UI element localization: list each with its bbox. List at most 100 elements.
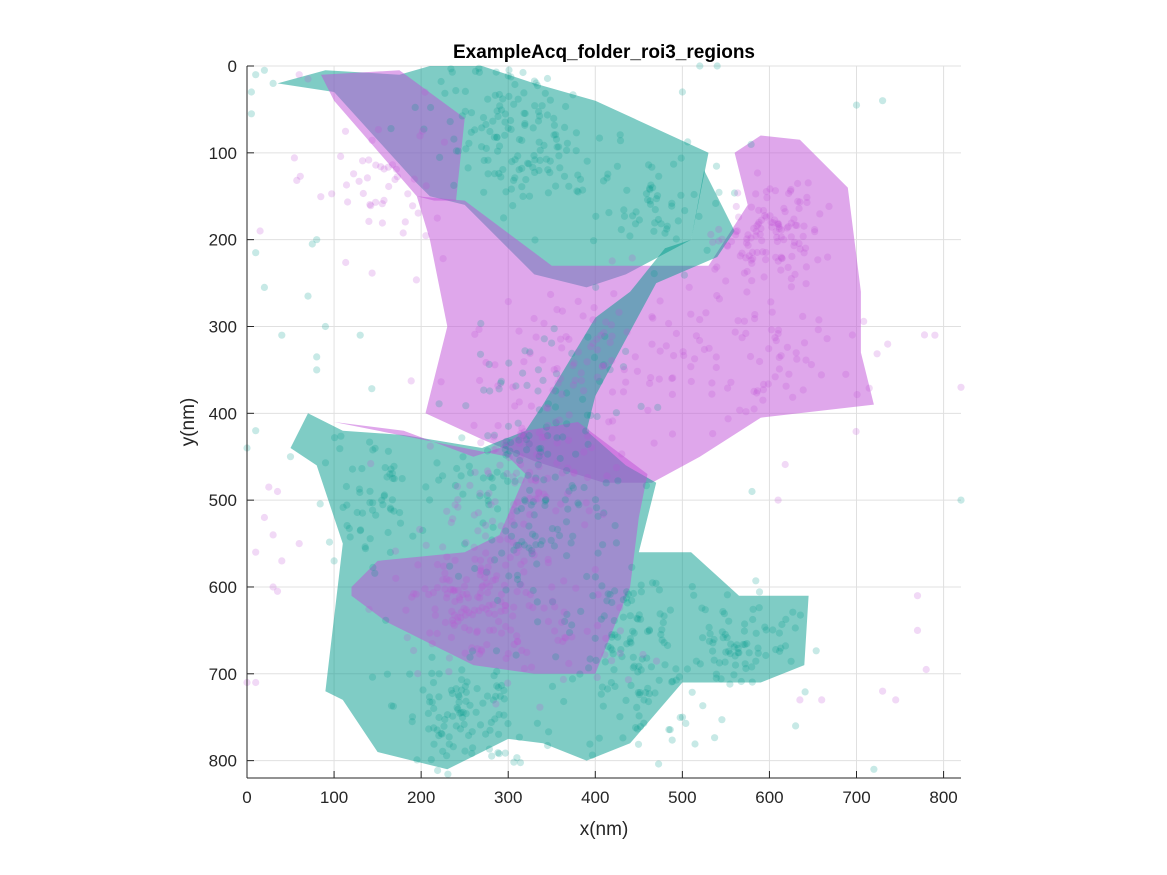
scatter-point-teal [380, 492, 388, 500]
scatter-point-teal [496, 102, 504, 110]
scatter-point-teal [482, 730, 490, 738]
scatter-point-teal [450, 181, 458, 189]
scatter-point-teal [509, 176, 518, 184]
scatter-point-teal [594, 549, 602, 557]
region-polygon-2 [321, 70, 465, 201]
scatter-point-teal [737, 677, 745, 686]
scatter-point-magenta [644, 406, 652, 414]
scatter-point-magenta [622, 378, 630, 386]
scatter-point-teal [504, 72, 512, 80]
scatter-point-magenta [439, 543, 447, 551]
scatter-point-teal [627, 639, 635, 647]
scatter-point-magenta [445, 654, 453, 662]
scatter-point-teal [462, 688, 470, 696]
scatter-point-teal [640, 696, 648, 704]
scatter-point-magenta [513, 637, 522, 646]
scatter-point-teal [433, 726, 441, 734]
scatter-point-teal [487, 718, 495, 727]
scatter-point-magenta [599, 510, 607, 519]
scatter-point-teal [632, 724, 640, 732]
scatter-point-magenta [447, 633, 455, 642]
scatter-point-teal [501, 110, 509, 118]
scatter-point-teal [650, 227, 658, 235]
scatter-point-teal [502, 437, 510, 445]
scatter-point-teal [731, 661, 740, 669]
scatter-point-teal [443, 711, 452, 719]
scatter-point-magenta [775, 223, 783, 231]
scatter-point-magenta [421, 88, 429, 96]
scatter-point-magenta [777, 352, 785, 360]
scatter-point-magenta [461, 611, 470, 619]
scatter-point-magenta [502, 561, 510, 569]
scatter-point-teal [480, 188, 488, 196]
scatter-point-teal [490, 133, 498, 141]
scatter-point-teal [870, 765, 878, 773]
scatter-point-teal [589, 592, 597, 600]
scatter-point-teal [762, 626, 770, 634]
scatter-point-magenta [462, 606, 470, 614]
scatter-point-magenta [510, 500, 518, 508]
scatter-point-magenta [558, 307, 567, 315]
scatter-point-teal [492, 68, 500, 76]
scatter-point-magenta [795, 239, 803, 248]
scatter-point-magenta [471, 555, 479, 563]
scatter-point-magenta [542, 493, 550, 501]
scatter-point-teal [532, 541, 540, 549]
scatter-point-magenta [593, 622, 602, 630]
scatter-point-magenta [796, 245, 804, 253]
scatter-point-teal [646, 200, 655, 208]
scatter-point-teal [801, 688, 809, 696]
scatter-point-magenta [517, 560, 525, 569]
scatter-point-teal [435, 732, 443, 740]
scatter-point-magenta [547, 290, 555, 299]
scatter-point-teal [730, 189, 739, 197]
scatter-point-teal [670, 160, 678, 168]
scatter-point-teal [533, 719, 542, 727]
scatter-point-teal [511, 477, 519, 485]
scatter-point-magenta [437, 378, 445, 386]
scatter-point-teal [486, 127, 494, 136]
scatter-point-teal [339, 503, 347, 511]
scatter-point-magenta [748, 248, 757, 256]
scatter-point-teal [482, 568, 491, 576]
scatter-point-teal [620, 212, 629, 220]
scatter-point-magenta [727, 237, 736, 246]
scatter-point-magenta [793, 355, 801, 363]
scatter-point-teal [461, 107, 469, 115]
scatter-point-teal [521, 497, 529, 505]
scatter-point-teal [676, 713, 684, 722]
scatter-point-magenta [796, 696, 804, 704]
scatter-point-teal [458, 666, 466, 674]
scatter-point-magenta [520, 568, 528, 576]
scatter-point-teal [663, 225, 671, 233]
scatter-point-teal [561, 617, 569, 626]
scatter-point-teal [723, 634, 731, 642]
scatter-point-teal [691, 740, 699, 748]
scatter-point-magenta [649, 314, 657, 322]
scatter-point-magenta [474, 593, 482, 601]
scatter-point-magenta [750, 224, 758, 232]
scatter-point-magenta [747, 203, 756, 211]
scatter-point-magenta [734, 317, 742, 325]
scatter-point-teal [725, 647, 733, 655]
scatter-point-teal [513, 754, 521, 762]
scatter-point-magenta [702, 309, 710, 317]
scatter-point-teal [592, 656, 600, 665]
scatter-point-teal [544, 432, 552, 440]
scatter-point-teal [448, 68, 456, 76]
scatter-point-magenta [577, 369, 585, 377]
scatter-point-teal [540, 141, 548, 149]
scatter-point-magenta [672, 329, 681, 338]
scatter-point-teal [688, 688, 696, 696]
scatter-point-magenta [484, 469, 493, 477]
scatter-point-teal [529, 586, 537, 595]
scatter-point-teal [460, 720, 468, 729]
scatter-point-teal [514, 152, 522, 160]
scatter-point-teal [356, 527, 364, 535]
scatter-point-teal [484, 497, 492, 505]
scatter-point-magenta [501, 607, 509, 615]
scatter-point-teal [449, 712, 457, 720]
scatter-point-teal [649, 184, 657, 192]
scatter-point-magenta [559, 675, 568, 684]
scatter-point-magenta [449, 585, 457, 594]
